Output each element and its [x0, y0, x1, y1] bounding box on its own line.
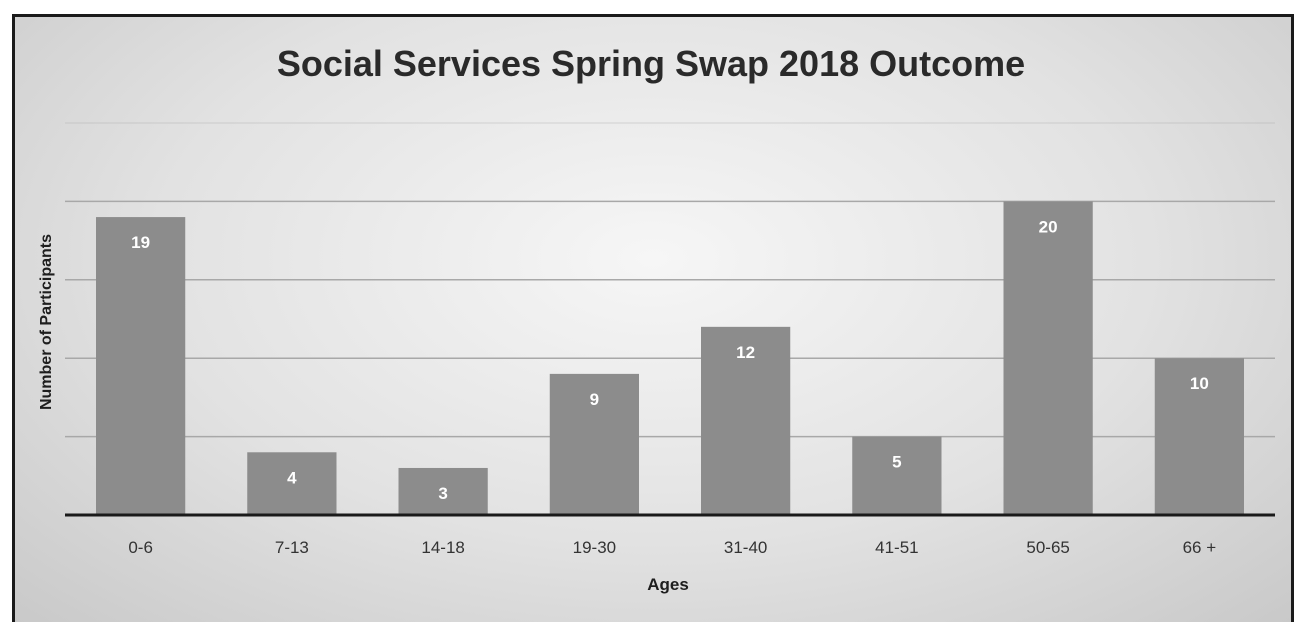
x-tick-label: 41-51: [875, 538, 918, 557]
y-axis-title: Number of Participants: [38, 234, 55, 410]
x-tick-label: 7-13: [275, 538, 309, 557]
bar-50-65: [1003, 201, 1093, 515]
data-label: 4: [287, 468, 297, 487]
bar-14-18: [398, 467, 488, 515]
data-label: 5: [892, 453, 901, 472]
bar-7-13: [247, 452, 337, 515]
bar-0-6: [96, 217, 186, 515]
data-label: 20: [1039, 217, 1058, 236]
data-label: 19: [131, 233, 150, 252]
x-tick-label: 0-6: [128, 538, 153, 557]
x-tick-label: 14-18: [421, 538, 464, 557]
x-tick-label: 31-40: [724, 538, 767, 557]
x-tick-label: 66 +: [1183, 538, 1217, 557]
x-tick-label: 50-65: [1026, 538, 1069, 557]
data-label: 9: [590, 390, 599, 409]
chart-title: Social Services Spring Swap 2018 Outcome: [277, 43, 1025, 84]
data-label: 12: [736, 343, 755, 362]
bar-66plus: [1154, 358, 1244, 515]
bar-19-30: [549, 373, 639, 515]
x-tick-labels: 0-6 7-13 14-18 19-30 31-40 41-51 50-65 66 +: [128, 538, 1216, 557]
bars: [96, 201, 1244, 515]
x-tick-label: 19-30: [573, 538, 616, 557]
x-axis-title: Ages: [647, 575, 689, 594]
data-label: 10: [1190, 374, 1209, 393]
gridlines: [65, 122, 1275, 438]
data-labels: 19 4 3 9 12 5 20 10: [131, 217, 1209, 503]
data-label: 3: [438, 484, 447, 503]
bar-31-40: [701, 326, 791, 515]
bar-41-51: [852, 436, 942, 515]
